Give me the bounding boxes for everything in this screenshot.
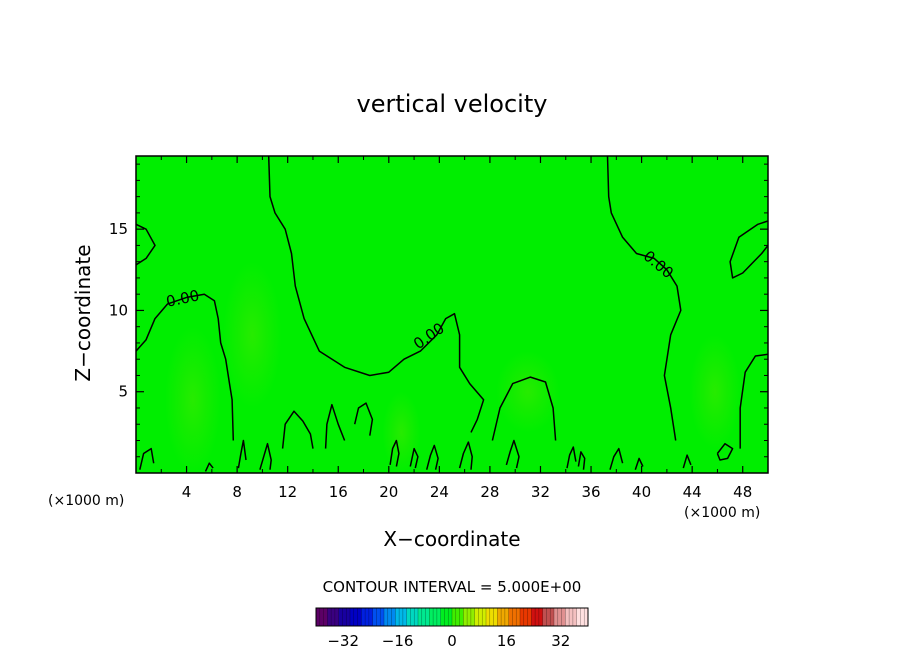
contour-line-19 [577, 451, 586, 470]
contour-line-10 [139, 447, 155, 470]
y-axis-title: Z−coordinate [71, 244, 95, 381]
x-tick-label: 4 [182, 483, 192, 501]
contour-line-20 [609, 447, 624, 470]
weak-updraft-3 [689, 334, 741, 449]
contour-line-5 [739, 353, 768, 449]
contour-line-11 [237, 439, 247, 469]
colorbar-tick-labels: −32 −16 0 16 32 [327, 632, 570, 650]
x-tick-label: 44 [683, 483, 702, 501]
x-unit-label-right: (×1000 m) [684, 505, 760, 521]
colorbar-swatch [576, 608, 589, 626]
colorbar-swatch [338, 608, 351, 626]
colorbar-swatch [565, 608, 577, 626]
colorbar-swatch [474, 608, 487, 626]
colorbar-tick-label: 32 [551, 632, 570, 650]
colorbar-tick-label: −16 [382, 632, 414, 650]
colorbar-swatch [542, 608, 555, 626]
contour-line-2 [606, 156, 682, 441]
colorbar-swatch [327, 608, 339, 626]
colorbar-swatch [429, 608, 441, 626]
colorbar-swatch [384, 608, 396, 626]
colorbar-swatch [406, 608, 419, 626]
x-axis-title: X−coordinate [383, 527, 520, 551]
contour-line-0 [136, 293, 235, 441]
x-axis-ticks: 4 8 12 16 20 24 28 32 36 40 44 48 [160, 156, 752, 501]
contour-line-3 [729, 220, 768, 279]
colorbar-swatch [463, 608, 475, 626]
zero-contour-lines [136, 156, 768, 472]
x-tick-label: 8 [232, 483, 242, 501]
colorbar-swatch [497, 608, 509, 626]
contour-line-17 [505, 439, 520, 469]
contour-line-15 [425, 444, 439, 470]
contour-line-4 [136, 223, 156, 266]
x-tick-label: 16 [329, 483, 348, 501]
contour-line-7 [324, 403, 346, 449]
colorbar-swatch [452, 608, 464, 626]
x-tick-label: 20 [379, 483, 398, 501]
contour-line-9 [281, 410, 314, 449]
weak-updraft-regions [165, 261, 741, 473]
colorbar-swatch [531, 608, 543, 626]
plot-title: vertical velocity [357, 90, 548, 118]
contour-line-18 [566, 446, 577, 469]
colorbar-swatch [508, 608, 521, 626]
weak-updraft-4 [496, 351, 560, 433]
contour-line-22 [682, 454, 692, 469]
contour-line-24 [204, 462, 214, 472]
x-tick-label: 24 [430, 483, 449, 501]
colorbar-tick-label: −32 [327, 632, 359, 650]
colorbar-tick-label: 16 [497, 632, 516, 650]
x-tick-label: 32 [531, 483, 550, 501]
x-tick-label: 36 [581, 483, 600, 501]
contour-line-13 [389, 439, 400, 467]
weak-updraft-2 [382, 391, 421, 473]
colorbar-swatch [316, 608, 328, 626]
x-tick-label: 12 [278, 483, 297, 501]
colorbar-swatch [395, 608, 407, 626]
contour-line-12 [259, 442, 272, 470]
contour-interval-label: CONTOUR INTERVAL = 5.000E+00 [323, 578, 582, 596]
colorbar-swatch [486, 608, 498, 626]
y-axis-ticks: 5 10 15 [109, 163, 768, 458]
colorbar-tick-label: 0 [447, 632, 457, 650]
colorbar-swatch [350, 608, 362, 626]
x-unit-label-left: (×1000 m) [48, 493, 124, 509]
colorbar-swatch [418, 608, 430, 626]
colorbar-swatch [520, 608, 532, 626]
x-tick-label: 28 [480, 483, 499, 501]
colorbar-swatch [440, 608, 453, 626]
contour-line-23 [716, 442, 734, 461]
y-tick-label: 10 [109, 301, 128, 319]
contour-line-6 [491, 376, 557, 441]
contour-line-1 [267, 156, 485, 433]
y-tick-label: 15 [109, 220, 128, 238]
x-tick-label: 48 [733, 483, 752, 501]
plot-frame [135, 155, 769, 474]
colorbar-swatch [554, 608, 566, 626]
colorbar-swatch [361, 608, 373, 626]
y-tick-label: 5 [118, 383, 128, 401]
contour-line-21 [634, 457, 644, 470]
contour-line-14 [409, 447, 419, 469]
weak-updraft-0 [165, 326, 221, 473]
colorbar-frame [315, 607, 589, 627]
colorbar [315, 607, 589, 627]
weak-updraft-1 [223, 261, 282, 408]
plot-area: 0.000.000.00 4 8 12 16 20 24 28 32 36 40 44 48 5101… [109, 155, 769, 501]
colorbar-swatch [372, 608, 385, 626]
contour-line-16 [458, 441, 473, 470]
x-tick-label: 40 [632, 483, 651, 501]
contour-line-8 [353, 402, 374, 436]
